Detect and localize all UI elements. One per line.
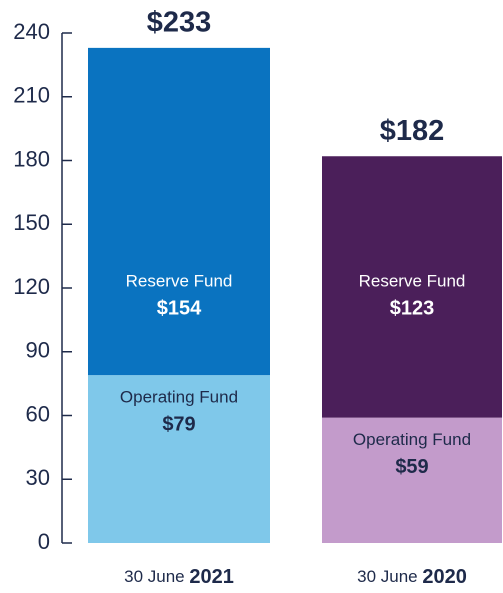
y-tick-label: 0: [38, 529, 50, 554]
bar-segment: [322, 417, 502, 543]
segment-name: Operating Fund: [353, 430, 471, 449]
x-tick-day: 30 June: [124, 567, 185, 586]
segment-value: $123: [390, 297, 435, 319]
bar-segment: [88, 47, 270, 376]
x-tick-label: 30 June 2021: [124, 566, 234, 588]
x-tick-year: 2020: [422, 566, 467, 588]
total-label: $233: [147, 7, 212, 39]
bar-segment: [88, 375, 270, 543]
y-tick-label: 210: [13, 83, 50, 108]
y-tick-label: 180: [13, 146, 50, 171]
segment-value: $79: [162, 413, 195, 435]
total-label: $182: [380, 115, 445, 147]
y-tick-label: 240: [13, 19, 50, 44]
x-tick-label: 30 June 2020: [357, 566, 467, 588]
x-tick-day: 30 June: [357, 567, 418, 586]
y-tick-label: 30: [26, 465, 50, 490]
segment-value: $59: [395, 456, 428, 478]
y-tick-label: 60: [26, 401, 50, 426]
y-tick-label: 150: [13, 210, 50, 235]
segment-name: Operating Fund: [120, 388, 238, 407]
y-tick-label: 120: [13, 274, 50, 299]
bar-segment: [322, 156, 502, 418]
segment-name: Reserve Fund: [126, 271, 233, 290]
x-tick-year: 2021: [189, 566, 234, 588]
segment-value: $154: [157, 297, 202, 319]
segment-name: Reserve Fund: [359, 271, 466, 290]
y-tick-label: 90: [26, 338, 50, 363]
